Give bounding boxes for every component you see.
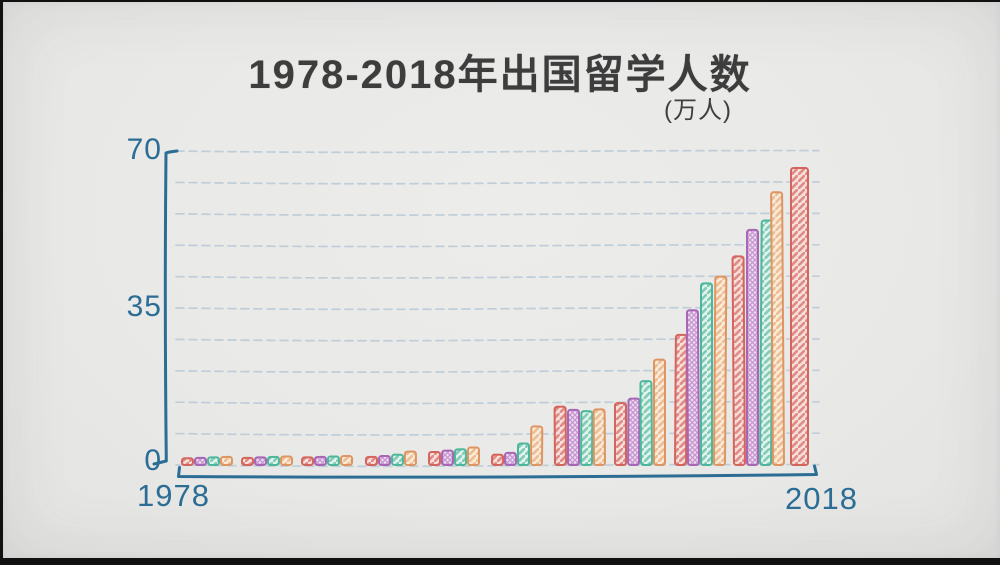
bar-2017	[770, 191, 785, 467]
gridline	[175, 181, 820, 185]
bar-1987	[313, 455, 327, 467]
y-axis-tick-35: 35	[126, 290, 162, 323]
bar-1994	[428, 450, 441, 467]
bar-2014	[731, 255, 746, 467]
chart-title: 1978-2018年出国留学人数	[248, 53, 752, 97]
y-axis-tick-0: 0	[144, 444, 162, 477]
bar-2012	[700, 282, 713, 466]
bar-1982	[241, 456, 254, 466]
bar-1998	[491, 453, 505, 467]
bar-1988	[327, 455, 340, 466]
bar-2015	[746, 228, 759, 466]
bar-1979	[194, 456, 207, 466]
bar-1986	[301, 456, 315, 467]
bar-2004	[580, 410, 594, 467]
bar-2001	[530, 425, 544, 467]
bar-1993	[403, 450, 417, 467]
bar-1995	[441, 449, 455, 467]
bar-1990	[364, 455, 378, 467]
bar-1984	[266, 455, 280, 467]
gridline	[175, 212, 820, 216]
bar-1992	[391, 453, 405, 467]
bar-1980	[207, 456, 221, 467]
bar-1989	[340, 455, 354, 467]
gridline	[175, 243, 820, 248]
bar-2005	[592, 408, 606, 467]
bar-2003	[567, 408, 580, 467]
bar-2013	[713, 275, 728, 467]
bar-2018	[790, 167, 809, 466]
bar-1991	[378, 455, 391, 467]
y-axis-tick-70: 70	[126, 133, 162, 166]
bar-2008	[639, 380, 653, 467]
x-axis-label-2018: 2018	[785, 481, 858, 516]
bar-2000	[517, 442, 530, 466]
bar-2009	[653, 358, 666, 467]
bar-1983	[254, 456, 268, 467]
bar-1996	[453, 448, 467, 467]
bar-1999	[503, 451, 517, 467]
bar-2006	[614, 402, 627, 466]
bar-2007	[627, 397, 641, 467]
bar-1981	[219, 455, 233, 467]
bar-1978	[180, 457, 194, 467]
bar-2011	[685, 309, 700, 467]
x-axis-label-1978: 1978	[137, 478, 210, 513]
y-axis-line	[152, 149, 179, 466]
bar-2010	[674, 333, 688, 467]
x-axis-line	[177, 464, 818, 479]
bar-1985	[280, 455, 293, 466]
bar-1997	[467, 446, 480, 467]
chart-unit-label: (万人)	[664, 97, 732, 124]
gridline	[175, 149, 820, 154]
bar-2002	[553, 405, 567, 467]
